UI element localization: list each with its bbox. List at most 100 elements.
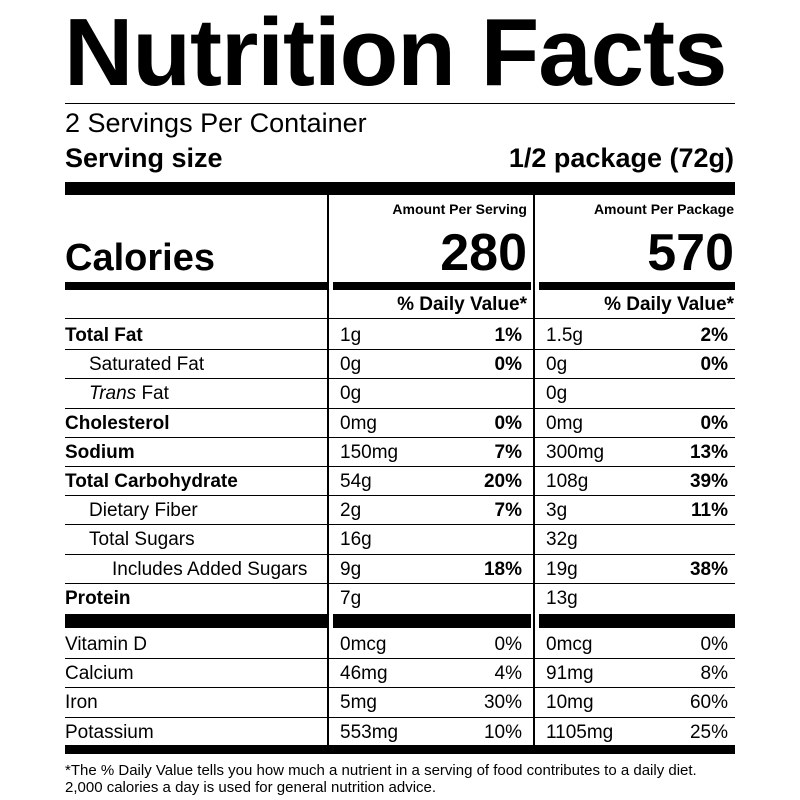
serving-size-label: Serving size (65, 143, 223, 173)
package-amount: 0g (546, 383, 568, 405)
serving-amount: 0mg (340, 412, 377, 434)
package-daily-value: 0% (700, 354, 728, 376)
package-amount: 10mg (546, 692, 594, 714)
row-rule (65, 582, 735, 584)
row-label: Potassium (65, 721, 154, 743)
row-rule (65, 687, 735, 689)
calories-bar-right (539, 282, 735, 290)
serving-daily-value: 30% (483, 692, 522, 714)
row-rule (65, 407, 735, 409)
servings-per-container: 2 Servings Per Container (65, 108, 367, 138)
package-amount: 0g (546, 354, 568, 376)
serving-amount: 16g (340, 529, 372, 551)
package-daily-value: 60% (689, 692, 728, 714)
vitamin-row: Vitamin D 0mcg 0% 0mcg 0% (0, 630, 800, 659)
vitamin-bar-right (539, 614, 735, 628)
row-label-rest: Fat (136, 383, 169, 405)
serving-amount: 46mg (340, 663, 388, 685)
column-divider-left (327, 195, 329, 745)
row-rule (65, 466, 735, 467)
package-amount: 1.5g (546, 325, 583, 346)
serving-daily-value: 1% (494, 325, 522, 346)
package-daily-value: 11% (691, 500, 728, 522)
row-label: Trans Fat (89, 383, 169, 405)
row-label: Calcium (65, 663, 134, 685)
calories-label: Calories (65, 237, 215, 279)
nutrient-row: Includes Added Sugars 9g 18% 19g 38% (0, 555, 800, 584)
per-serving-header: Amount Per Serving (392, 201, 527, 217)
serving-amount: 0g (340, 383, 362, 405)
package-daily-value: 38% (689, 558, 728, 580)
row-label: Total Carbohydrate (65, 471, 238, 492)
row-label: Sodium (65, 441, 135, 463)
serving-daily-value: 18% (483, 558, 522, 580)
serving-daily-value: 20% (483, 471, 522, 492)
label-title: Nutrition Facts (64, 0, 727, 106)
row-rule (65, 436, 735, 438)
row-label: Iron (65, 692, 98, 714)
serving-daily-value: 10% (483, 721, 522, 743)
row-label-italic: Trans (89, 383, 137, 405)
serving-daily-value: 0% (494, 634, 522, 655)
package-daily-value: 25% (689, 721, 728, 743)
per-package-header: Amount Per Package (593, 201, 734, 217)
package-amount: 91mg (546, 663, 594, 685)
package-daily-value: 0% (700, 412, 728, 434)
nutrient-row: Sodium 150mg 7% 300mg 13% (0, 438, 800, 467)
nutrient-row: Trans Fat 0g 0g (0, 379, 800, 408)
serving-daily-value: 7% (494, 500, 522, 522)
package-amount: 1105mg (546, 721, 614, 743)
row-rule (65, 716, 735, 718)
serving-amount: 5mg (340, 692, 377, 714)
vitamin-row: Iron 5mg 30% 10mg 60% (0, 688, 800, 717)
calories-per-serving: 280 (440, 224, 527, 282)
package-amount: 13g (546, 587, 578, 609)
package-amount: 0mg (546, 412, 583, 434)
nutrient-row: Dietary Fiber 2g 7% 3g 11% (0, 496, 800, 525)
row-label: Includes Added Sugars (112, 558, 308, 580)
serving-daily-value: 7% (494, 441, 522, 463)
serving-amount: 2g (340, 500, 362, 522)
footnote-line-1: *The % Daily Value tells you how much a … (65, 762, 697, 779)
title-rule (65, 103, 735, 104)
package-amount: 0mcg (546, 634, 593, 655)
nutrient-row: Total Sugars 16g 32g (0, 525, 800, 554)
package-daily-value: 13% (689, 441, 728, 463)
row-label: Saturated Fat (89, 354, 205, 376)
package-amount: 3g (546, 500, 568, 522)
serving-daily-value: 4% (494, 663, 522, 685)
vitamin-row: Calcium 46mg 4% 91mg 8% (0, 659, 800, 688)
daily-value-header-package: % Daily Value* (604, 294, 734, 315)
nutrient-row: Saturated Fat 0g 0% 0g 0% (0, 350, 800, 379)
calories-bar-left (65, 282, 327, 290)
calories-bar-mid (333, 282, 531, 290)
row-label: Total Fat (65, 325, 143, 346)
serving-amount: 9g (340, 558, 362, 580)
package-amount: 19g (546, 558, 578, 580)
vitamin-bar-mid (333, 614, 531, 628)
serving-size-bar (65, 182, 735, 195)
serving-size-value: 1/2 package (72g) (508, 143, 734, 173)
serving-daily-value: 0% (494, 412, 522, 434)
nutrient-row: Total Fat 1g 1% 1.5g 2% (0, 321, 800, 350)
nutrient-row: Cholesterol 0mg 0% 0mg 0% (0, 409, 800, 438)
bottom-bar (65, 745, 735, 754)
serving-amount: 150mg (340, 441, 399, 463)
dv-header-rule (65, 318, 735, 319)
package-daily-value: 2% (700, 325, 728, 346)
package-daily-value: 39% (689, 471, 728, 492)
row-label: Cholesterol (65, 412, 170, 434)
row-rule (65, 553, 735, 555)
package-amount: 108g (546, 471, 589, 492)
row-label: Vitamin D (65, 634, 148, 655)
footnote-line-2: 2,000 calories a day is used for general… (65, 779, 437, 796)
serving-amount: 54g (340, 471, 372, 492)
package-daily-value: 8% (700, 663, 728, 685)
row-rule (65, 495, 735, 497)
serving-amount: 0g (340, 354, 362, 376)
serving-amount: 553mg (340, 721, 399, 743)
row-rule (65, 524, 735, 526)
package-amount: 32g (546, 529, 578, 551)
row-rule (65, 349, 735, 351)
nutrient-row: Protein 7g 13g (0, 584, 800, 613)
